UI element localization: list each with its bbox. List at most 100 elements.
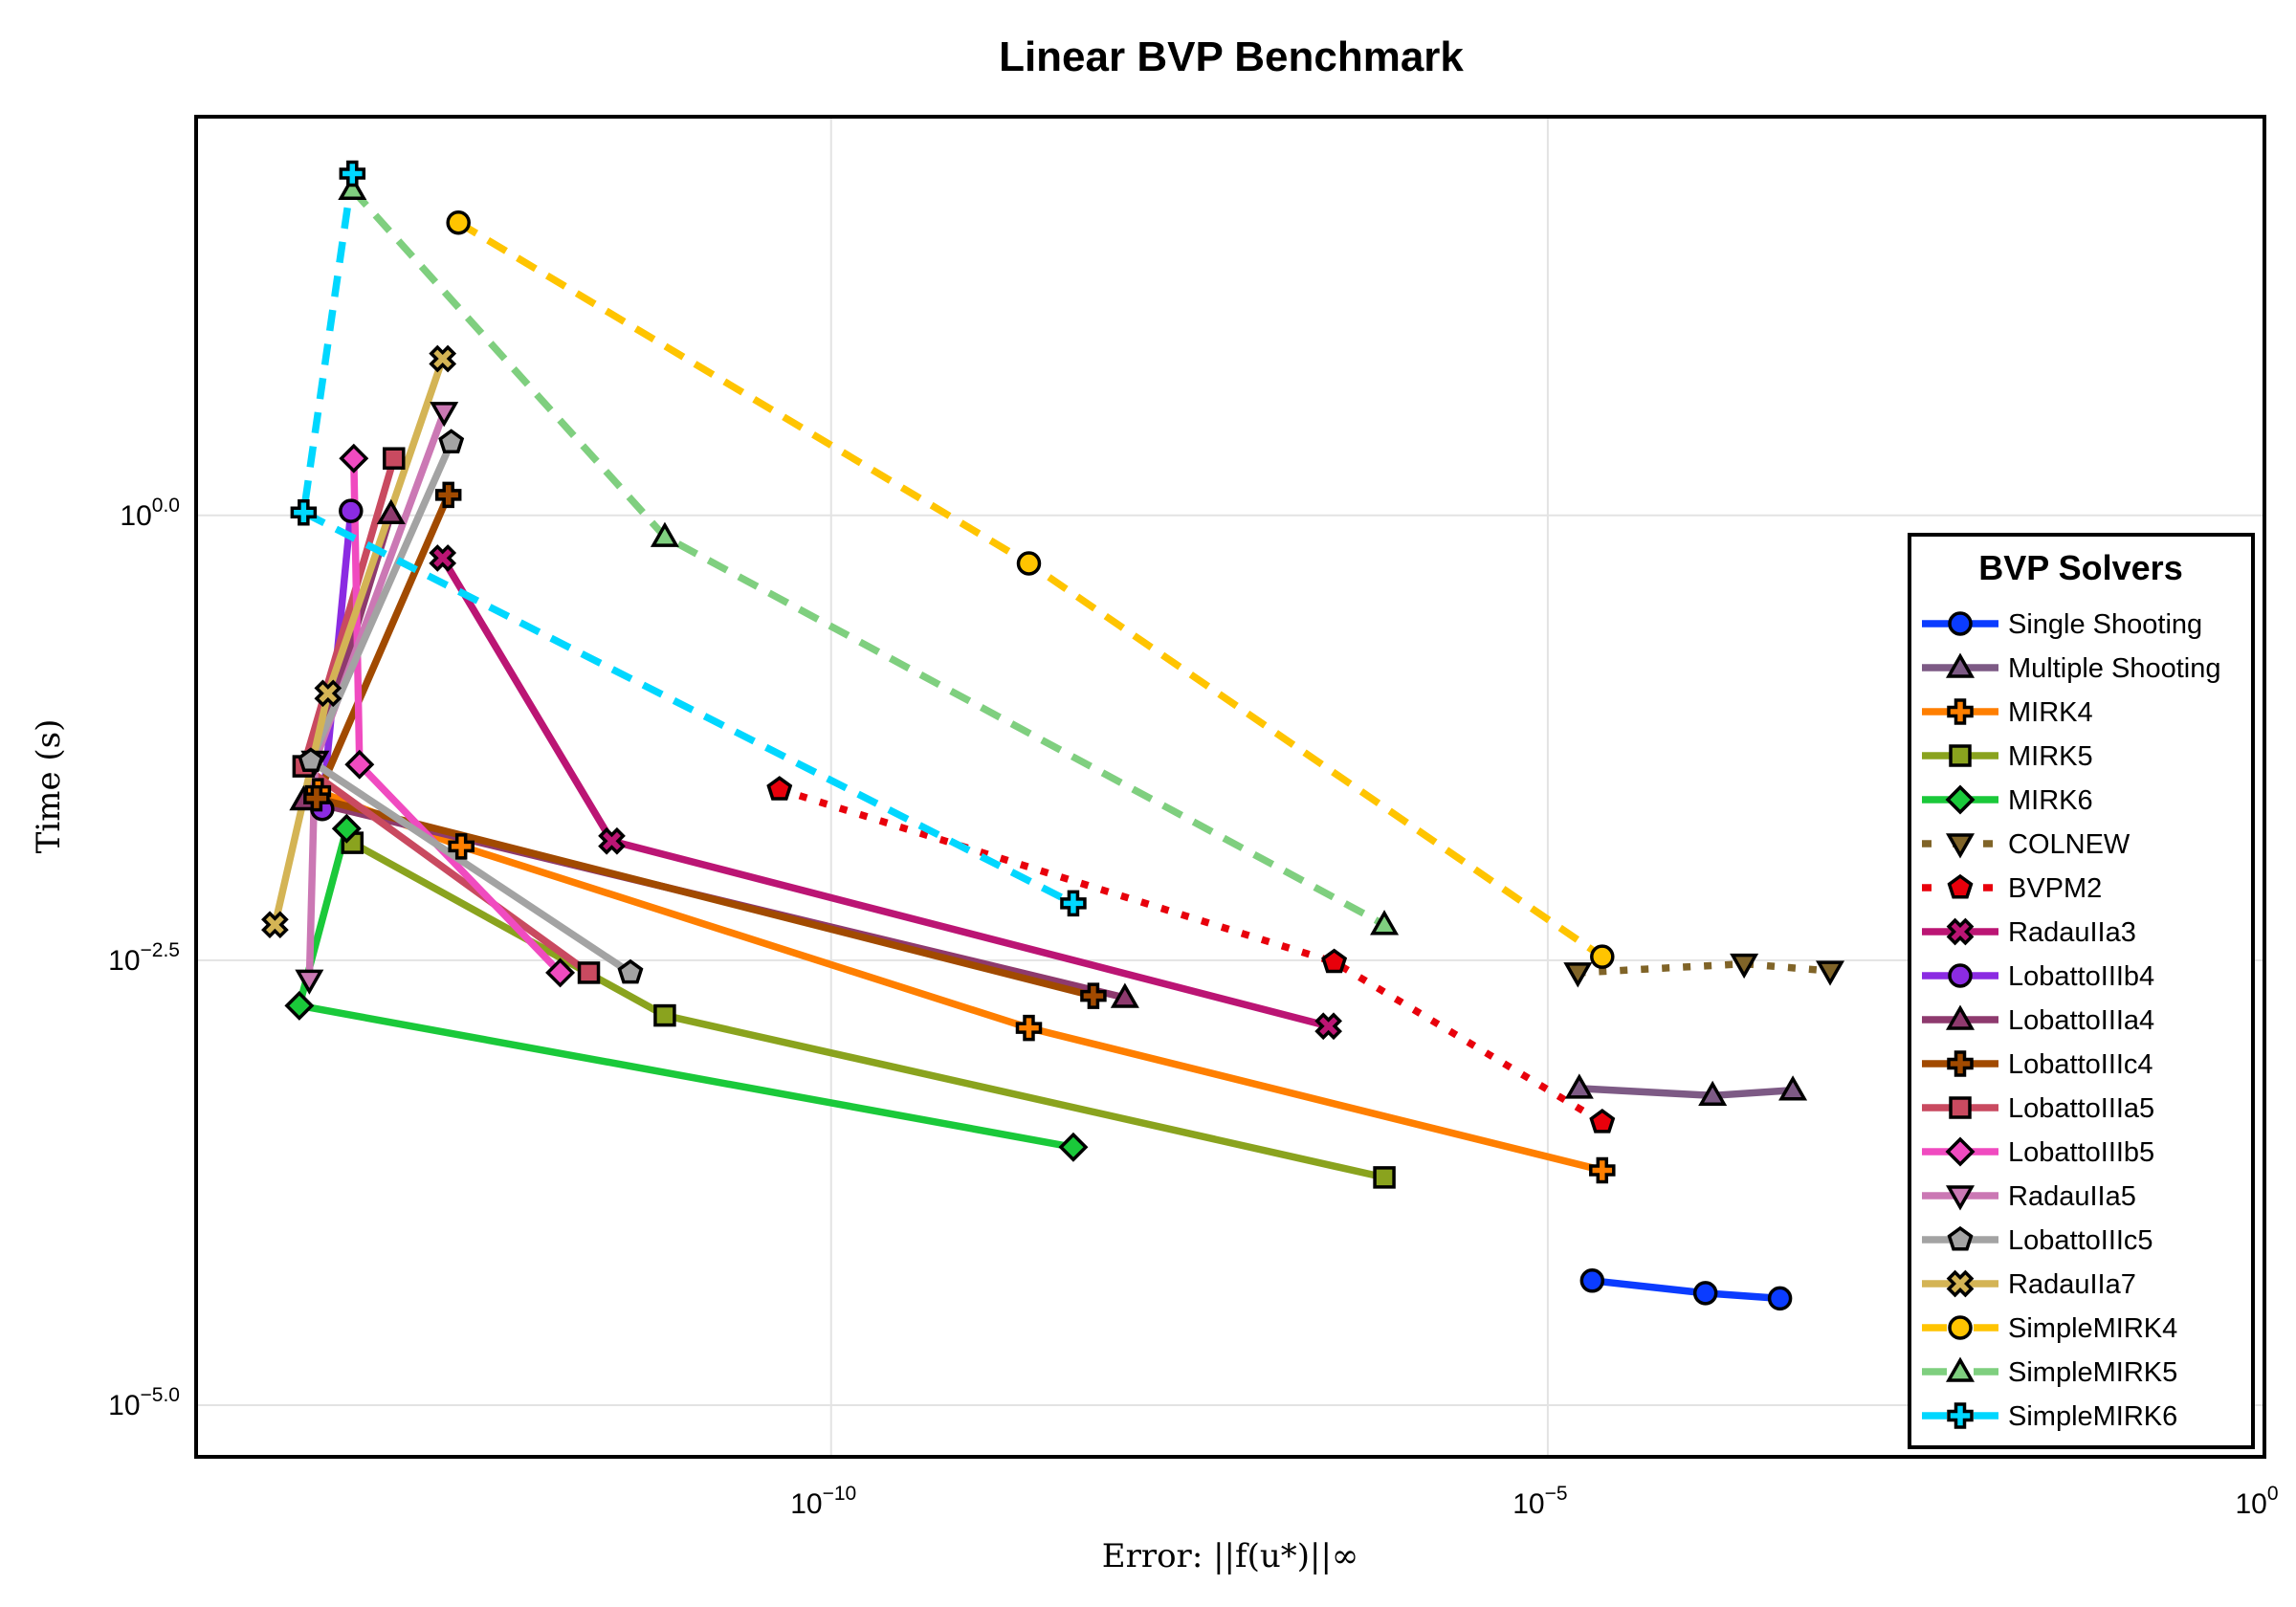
data-point-multiple-shooting xyxy=(1778,1075,1808,1101)
data-point-lobattoiiic5 xyxy=(298,747,324,772)
legend-marker xyxy=(1945,784,1976,815)
data-point-simplemirk5 xyxy=(338,174,367,201)
data-point-lobattoiiib5 xyxy=(545,958,576,988)
data-point-simplemirk5 xyxy=(650,521,679,547)
legend-marker xyxy=(1949,744,1972,767)
data-point-mirk4 xyxy=(1015,1014,1043,1042)
legend-marker xyxy=(1947,1050,1974,1077)
data-point-simplemirk6 xyxy=(1060,890,1087,917)
series-line-radauiia3 xyxy=(439,556,1330,1030)
legend-marker xyxy=(1947,1225,1974,1251)
ticks: 10−10 10−5 100 100.0 10−2.5 10−5.0 xyxy=(108,495,2278,1520)
legend-entry-lobattoiiic5: LobattoIIIc5 xyxy=(1922,1225,2153,1256)
legend-entry-radauiia7: RadauIIa7 xyxy=(1922,1269,2136,1300)
legend-entry-radauiia3: RadauIIa3 xyxy=(1922,917,2136,948)
data-point-radauiia5 xyxy=(430,402,459,428)
legend-label: LobattoIIIb4 xyxy=(2008,961,2154,992)
legend-marker xyxy=(1947,1402,1974,1429)
legend-marker xyxy=(1945,1356,1976,1382)
data-point-lobattoiiib4 xyxy=(339,498,364,523)
legend-label: MIRK4 xyxy=(2008,697,2093,728)
data-point-colnew xyxy=(1816,960,1845,986)
data-point-lobattoiiic5 xyxy=(617,958,644,984)
legend-marker xyxy=(1945,1136,1976,1167)
data-point-mirk4 xyxy=(448,833,475,860)
legend-entry-multiple-shooting: Multiple Shooting xyxy=(1922,652,2220,684)
markers-mirk6 xyxy=(284,813,1089,1162)
data-point-bvpm2 xyxy=(1321,948,1348,974)
legend-entry-simplemirk6: SimpleMIRK6 xyxy=(1922,1401,2177,1432)
markers-simplemirk5 xyxy=(338,174,1400,936)
data-point-single-shooting xyxy=(1767,1286,1793,1311)
data-point-multiple-shooting xyxy=(1698,1080,1728,1107)
data-point-lobattoiiib5 xyxy=(339,443,369,473)
x-tick-label: 10−5 xyxy=(1512,1483,1567,1520)
markers-lobattoiiic5 xyxy=(298,429,644,984)
x-axis-label: Error: ||f(u*)||∞ xyxy=(1102,1537,1358,1575)
data-point-simplemirk4 xyxy=(1016,551,1042,576)
markers-multiple-shooting xyxy=(1564,1073,1808,1107)
legend-label: LobattoIIIb5 xyxy=(2008,1137,2154,1168)
legend-marker xyxy=(1947,698,1974,725)
legend-label: RadauIIa7 xyxy=(2008,1269,2136,1300)
data-point-simplemirk4 xyxy=(446,209,471,235)
series-single-shooting xyxy=(1591,1277,1780,1303)
series-line-simplemirk5 xyxy=(349,187,1386,928)
markers-simplemirk4 xyxy=(446,209,1615,969)
data-point-radauiia3 xyxy=(429,544,457,572)
data-point-mirk5 xyxy=(653,1003,676,1027)
legend-label: LobattoIIIa4 xyxy=(2008,1005,2154,1036)
legend-label: SimpleMIRK5 xyxy=(2008,1357,2177,1388)
data-point-mirk6 xyxy=(1058,1132,1089,1162)
data-point-simplemirk4 xyxy=(1590,944,1615,969)
data-point-multiple-shooting xyxy=(1564,1073,1594,1099)
data-point-lobattoiiic4 xyxy=(303,784,330,812)
series-colnew xyxy=(1578,959,1831,977)
legend-entry-lobattoiiia4: LobattoIIIa4 xyxy=(1922,1004,2154,1036)
data-point-mirk6 xyxy=(284,990,315,1021)
legend-marker xyxy=(1947,873,1974,899)
data-point-radauiia7 xyxy=(314,679,342,708)
legend-entry-bvpm2: BVPM2 xyxy=(1922,873,2102,904)
legend-entry-lobattoiiib4: LobattoIIIb4 xyxy=(1922,961,2154,992)
legend-marker xyxy=(1948,963,1973,988)
x-tick-label: 100 xyxy=(2235,1483,2278,1520)
legend-marker xyxy=(1945,833,1976,859)
legend-label: SimpleMIRK4 xyxy=(2008,1313,2177,1344)
y-tick-label: 100.0 xyxy=(120,495,180,532)
legend-label: Single Shooting xyxy=(2008,609,2202,640)
series-group xyxy=(261,160,1845,1311)
legend-entry-mirk5: MIRK5 xyxy=(1922,741,2093,772)
legend-entry-mirk6: MIRK6 xyxy=(1922,784,2093,816)
legend-marker xyxy=(1945,1004,1976,1030)
legend-entry-colnew: COLNEW xyxy=(1922,829,2130,860)
series-line-colnew xyxy=(1578,959,1831,977)
data-point-simplemirk6 xyxy=(290,499,318,526)
data-point-lobattoiiic4 xyxy=(1080,982,1107,1009)
legend-marker xyxy=(1949,1096,1972,1119)
legend-label: Multiple Shooting xyxy=(2008,653,2220,684)
legend-entry-mirk4: MIRK4 xyxy=(1922,697,2093,728)
plot-frame xyxy=(194,115,2266,1459)
markers-lobattoiiib5 xyxy=(339,443,576,988)
x-tick-label: 10−10 xyxy=(790,1483,856,1520)
chart-title: Linear BVP Benchmark xyxy=(999,33,1464,80)
legend-entry-simplemirk5: SimpleMIRK5 xyxy=(1922,1356,2177,1388)
legend-label: LobattoIIIc4 xyxy=(2008,1049,2153,1080)
data-point-mirk6 xyxy=(331,813,362,844)
y-tick-label: 10−2.5 xyxy=(108,939,180,977)
y-axis-label: Time (s) xyxy=(30,719,68,854)
legend-label: LobattoIIIc5 xyxy=(2008,1225,2153,1256)
data-point-radauiia7 xyxy=(429,344,457,373)
data-point-radauiia5 xyxy=(295,969,324,995)
series-line-single-shooting xyxy=(1591,1277,1780,1303)
data-point-lobattoiiic4 xyxy=(434,481,462,509)
legend-label: RadauIIa5 xyxy=(2008,1181,2136,1212)
legend-label: BVPM2 xyxy=(2008,873,2102,904)
legend-marker xyxy=(1948,611,1973,636)
legend-label: SimpleMIRK6 xyxy=(2008,1401,2177,1432)
y-tick-label: 10−5.0 xyxy=(108,1384,180,1421)
legend-entry-lobattoiiia5: LobattoIIIa5 xyxy=(1922,1093,2154,1124)
legend-label: COLNEW xyxy=(2008,829,2130,860)
